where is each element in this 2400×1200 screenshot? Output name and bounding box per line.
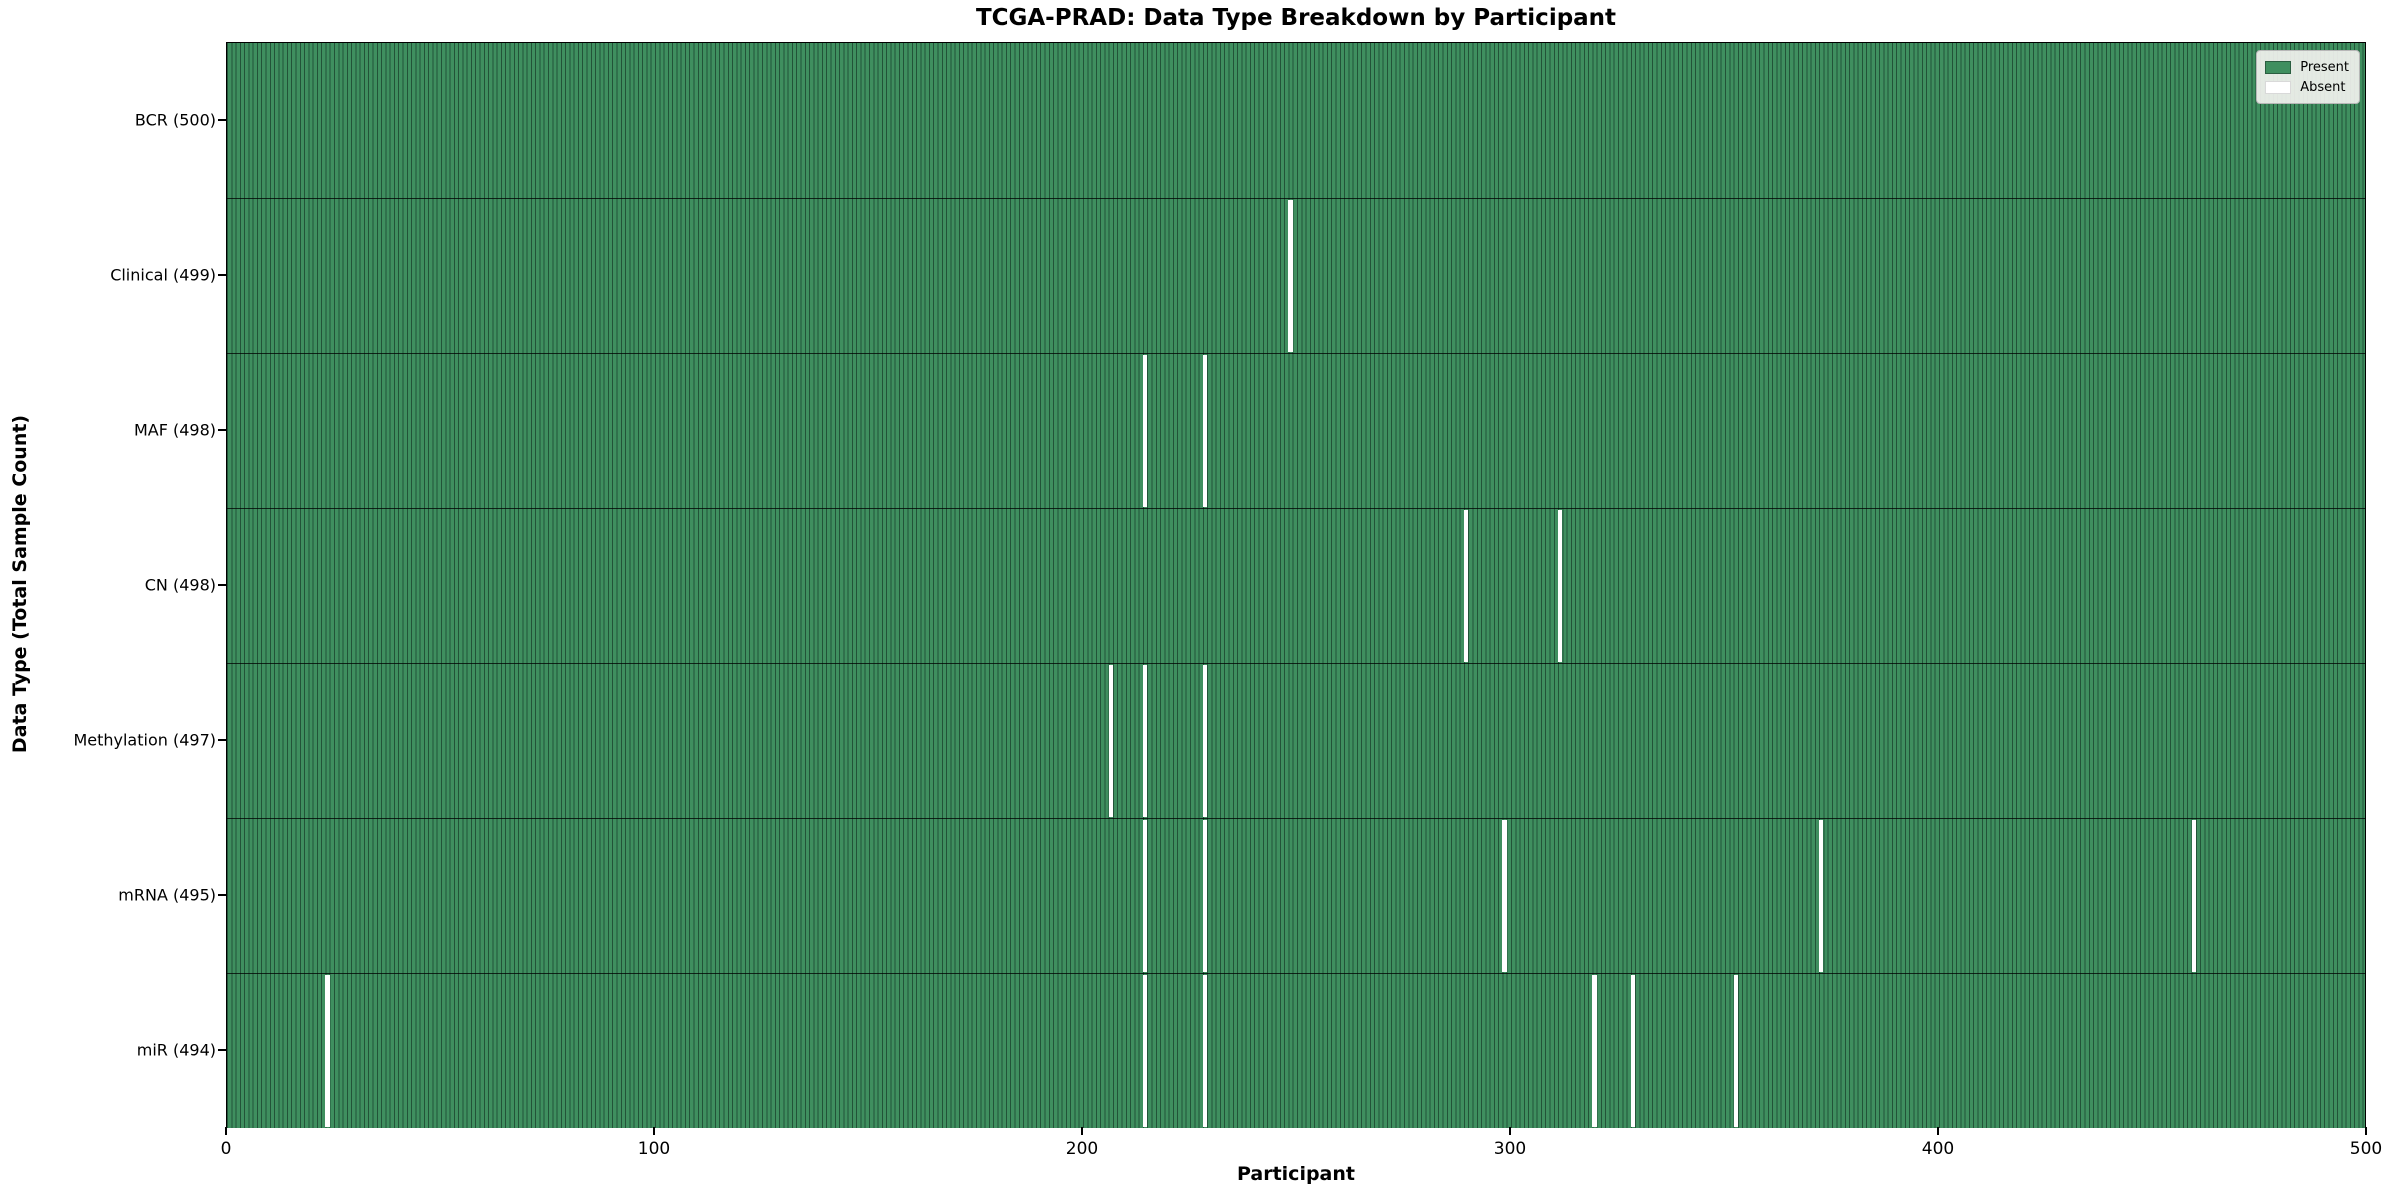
heatmap-row-clinical <box>227 198 2365 353</box>
x-tick-label-0: 0 <box>220 1139 232 1159</box>
y-tick-label-methylation: Methylation (497) <box>73 730 216 749</box>
legend-entry-absent: Absent <box>2265 77 2349 97</box>
x-axis-label: Participant <box>1236 1163 1355 1185</box>
absent-gap <box>1502 820 1507 972</box>
absent-gap <box>325 975 330 1127</box>
heatmap-row-maf <box>227 353 2365 508</box>
legend-label-absent: Absent <box>2300 79 2346 95</box>
y-tick-mark <box>218 118 226 121</box>
absent-gap <box>1202 820 1208 972</box>
absent-gap <box>2191 820 2196 972</box>
absent-gap <box>1733 975 1738 1127</box>
y-tick-mark <box>218 273 226 276</box>
legend-label-present: Present <box>2300 59 2349 75</box>
y-tick-label-maf: MAF (498) <box>133 420 216 439</box>
absent-gap <box>1142 975 1148 1127</box>
y-tick-label-cn: CN (498) <box>144 575 216 594</box>
heatmap-plot-area <box>226 42 2366 1128</box>
x-tick-label-300: 300 <box>1493 1139 1527 1159</box>
heatmap-row-cn <box>227 508 2365 663</box>
absent-gap <box>1630 975 1636 1127</box>
absent-gap <box>1463 510 1469 662</box>
heatmap-row-mrna <box>227 818 2365 973</box>
x-tick-mark <box>1081 1127 1083 1135</box>
y-axis-label: Data Type (Total Sample Count) <box>9 414 31 754</box>
y-tick-label-mrna: mRNA (495) <box>118 885 216 904</box>
y-tick-mark <box>218 1048 226 1051</box>
x-tick-label-400: 400 <box>1921 1139 1955 1159</box>
heatmap-row-mir <box>227 973 2365 1128</box>
absent-gap <box>1108 665 1113 817</box>
y-tick-label-mir: miR (494) <box>136 1040 216 1059</box>
absent-swatch-icon <box>2265 80 2292 94</box>
present-swatch-icon <box>2265 60 2292 74</box>
y-tick-mark <box>218 893 226 896</box>
x-tick-mark <box>1509 1127 1511 1135</box>
absent-gap <box>1142 665 1148 817</box>
heatmap-row-methylation <box>227 663 2365 818</box>
absent-gap <box>1202 665 1208 817</box>
legend-entry-present: Present <box>2265 57 2349 77</box>
absent-gap <box>1558 510 1563 662</box>
legend: Present Absent <box>2256 50 2360 104</box>
y-tick-mark <box>218 583 226 586</box>
heatmap-row-bcr <box>227 43 2365 198</box>
chart-title: TCGA-PRAD: Data Type Breakdown by Partic… <box>975 5 1617 31</box>
absent-gap <box>1142 355 1148 507</box>
absent-gap <box>1819 820 1824 972</box>
x-tick-label-500: 500 <box>2349 1139 2383 1159</box>
y-tick-label-bcr: BCR (500) <box>134 110 216 129</box>
y-tick-mark <box>218 738 226 741</box>
absent-gap <box>1592 975 1597 1127</box>
x-tick-label-200: 200 <box>1065 1139 1099 1159</box>
absent-gap <box>1202 975 1208 1127</box>
absent-gap <box>1288 200 1293 352</box>
x-tick-label-100: 100 <box>637 1139 671 1159</box>
x-tick-mark <box>225 1127 227 1135</box>
x-tick-mark <box>1937 1127 1939 1135</box>
y-tick-mark <box>218 428 226 431</box>
y-tick-label-clinical: Clinical (499) <box>110 265 216 284</box>
absent-gap <box>1142 820 1148 972</box>
x-tick-mark <box>2365 1127 2367 1135</box>
absent-gap <box>1202 355 1208 507</box>
x-tick-mark <box>653 1127 655 1135</box>
